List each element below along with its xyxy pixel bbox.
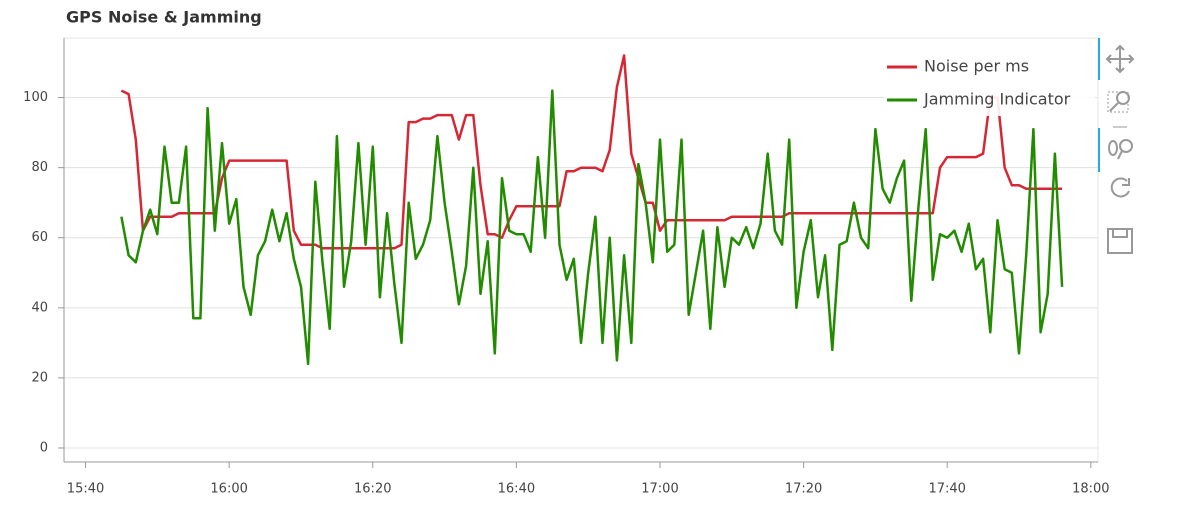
series-line <box>120 89 1064 366</box>
y-tick-label: 60 <box>31 230 48 245</box>
reset-tool[interactable] <box>1110 177 1130 198</box>
y-tick-label: 100 <box>23 90 48 105</box>
y-tick-label: 0 <box>40 440 48 455</box>
y-tick-label: 20 <box>31 370 48 385</box>
x-tick-label: 16:40 <box>498 482 535 497</box>
x-tick-label: 18:00 <box>1072 482 1109 497</box>
save-tool[interactable] <box>1107 228 1133 254</box>
legend: Noise per ms Jamming Indicator <box>885 50 1095 116</box>
x-tick-label: 15:40 <box>67 482 104 497</box>
legend-label: Jamming Indicator <box>923 90 1071 109</box>
x-tick-label: 16:20 <box>354 482 391 497</box>
pan-tool[interactable] <box>1105 44 1135 74</box>
box-zoom-tool[interactable] <box>1107 91 1130 113</box>
x-tick-label: 17:20 <box>785 482 822 497</box>
y-tick-label: 40 <box>31 300 48 315</box>
wheel-zoom-tool[interactable] <box>1108 139 1133 160</box>
x-tick-label: 17:40 <box>928 482 965 497</box>
chart-title: GPS Noise & Jamming <box>66 8 262 27</box>
legend-box <box>885 50 1095 116</box>
legend-label: Noise per ms <box>924 57 1029 76</box>
series-line <box>120 54 1063 250</box>
x-tick-label: 17:00 <box>641 482 678 497</box>
x-tick-label: 16:00 <box>210 482 247 497</box>
y-tick-label: 80 <box>31 160 48 175</box>
lines <box>120 54 1064 366</box>
toolbar <box>1098 38 1135 254</box>
